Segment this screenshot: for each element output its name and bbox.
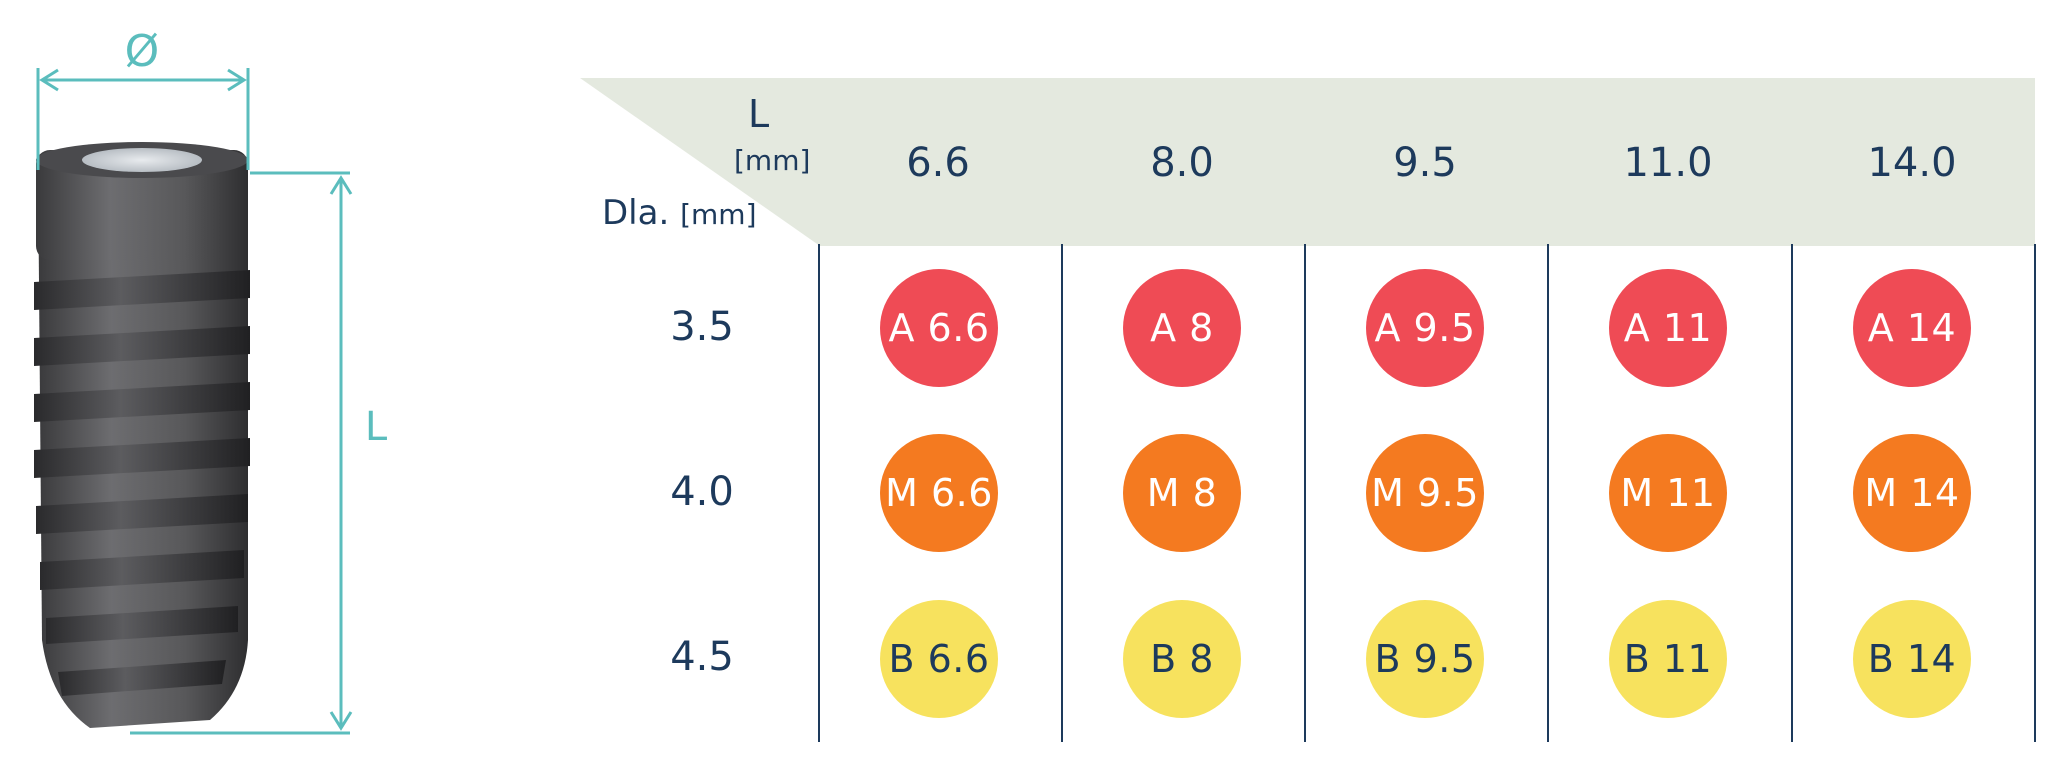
- implant-size-badge: M 8: [1123, 434, 1241, 552]
- corner-diameter-text: Dla.: [602, 193, 670, 233]
- implant-body: [34, 142, 250, 728]
- implant-illustration: Ø L: [34, 26, 388, 735]
- implant-size-badge: M 14: [1853, 434, 1971, 552]
- length-dimension: [130, 171, 353, 735]
- length-symbol: L: [365, 404, 388, 450]
- row-header: 4.0: [670, 469, 734, 515]
- implant-size-badge: A 14: [1853, 269, 1971, 387]
- implant-size-badge: B 8: [1123, 600, 1241, 718]
- column-header: 11.0: [1623, 140, 1713, 186]
- column-divider: [1304, 244, 1306, 742]
- implant-size-badge: A 8: [1123, 269, 1241, 387]
- implant-size-badge: A 6.6: [880, 269, 998, 387]
- implant-size-badge: B 6.6: [880, 600, 998, 718]
- column-divider: [1547, 244, 1549, 742]
- column-divider: [2034, 244, 2036, 742]
- column-header: 14.0: [1867, 140, 1957, 186]
- implant-size-badge: M 11: [1609, 434, 1727, 552]
- implant-size-badge: B 11: [1609, 600, 1727, 718]
- column-header: 9.5: [1393, 140, 1457, 186]
- row-header: 4.5: [670, 634, 734, 680]
- column-divider: [818, 244, 820, 742]
- implant-size-badge: B 14: [1853, 600, 1971, 718]
- column-divider: [1061, 244, 1063, 742]
- corner-length-unit: [mm]: [734, 144, 811, 177]
- column-header: 6.6: [906, 140, 970, 186]
- diameter-dimension: [36, 68, 250, 170]
- implant-size-badge: B 9.5: [1366, 600, 1484, 718]
- diameter-symbol: Ø: [125, 26, 160, 77]
- corner-diameter-unit: [mm]: [680, 198, 757, 231]
- column-header: 8.0: [1150, 140, 1214, 186]
- implant-size-badge: M 9.5: [1366, 434, 1484, 552]
- table-header-band: [580, 78, 2035, 246]
- implant-size-badge: A 11: [1609, 269, 1727, 387]
- implant-size-badge: M 6.6: [880, 434, 998, 552]
- column-divider: [1791, 244, 1793, 742]
- implant-size-badge: A 9.5: [1366, 269, 1484, 387]
- row-header: 3.5: [670, 304, 734, 350]
- corner-diameter-label: Dla. [mm]: [602, 193, 757, 233]
- corner-length-label: L: [748, 92, 770, 136]
